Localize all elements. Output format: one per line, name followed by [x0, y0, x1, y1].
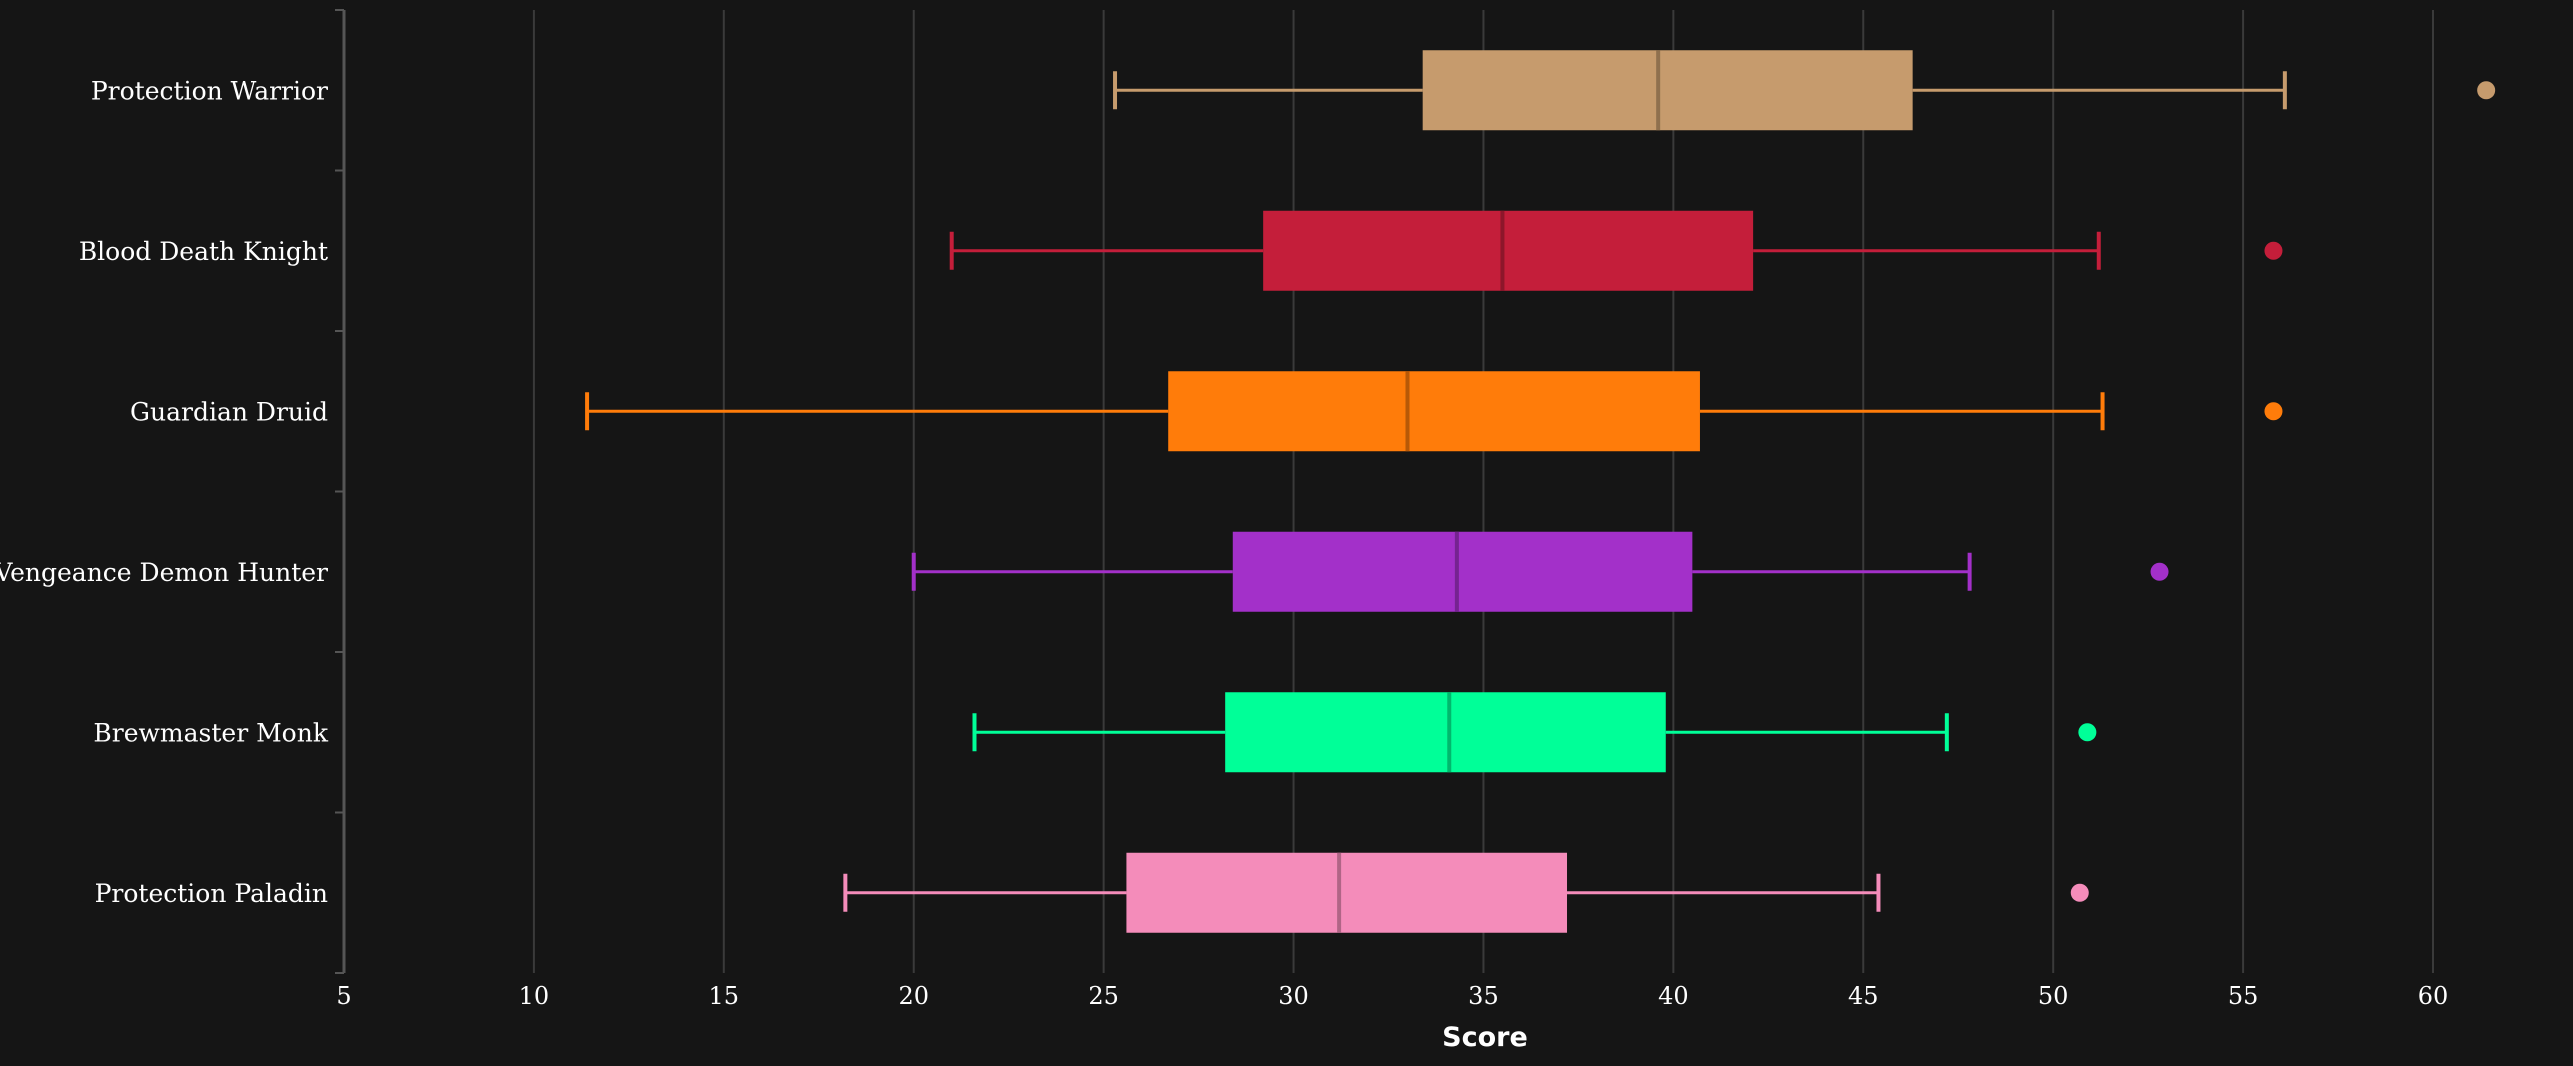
outlier-point — [2078, 723, 2097, 742]
outlier-point — [2264, 241, 2283, 260]
category-label: Vengeance Demon Hunter — [0, 558, 328, 587]
x-tick-label: 40 — [1658, 982, 1689, 1010]
labels: 5 10 15 20 25 30 35 40 45 50 55 60 Protection Warrio… — [0, 76, 2448, 1010]
iqr-box — [1263, 210, 1754, 291]
x-tick-label: 35 — [1468, 982, 1499, 1010]
x-tick-label: 45 — [1848, 982, 1879, 1010]
box-group — [949, 210, 2283, 291]
box-group — [843, 852, 2089, 933]
box-group — [911, 531, 2169, 612]
x-tick-label: 60 — [2418, 982, 2449, 1010]
x-tick-label: 5 — [336, 982, 351, 1010]
x-tick-label: 50 — [2038, 982, 2069, 1010]
x-tick-label: 10 — [519, 982, 550, 1010]
category-label: Guardian Druid — [130, 397, 328, 426]
box-group — [585, 371, 2283, 452]
box-group — [1113, 50, 2496, 131]
iqr-box — [1225, 692, 1666, 773]
outlier-point — [2477, 81, 2496, 100]
boxes — [585, 50, 2496, 933]
x-axis-title: Score — [1442, 1022, 1528, 1053]
outlier-point — [2070, 883, 2089, 902]
iqr-box — [1168, 371, 1700, 452]
iqr-box — [1232, 531, 1693, 612]
category-label: Brewmaster Monk — [93, 718, 328, 747]
x-tick-label: 30 — [1278, 982, 1309, 1010]
box-group — [972, 692, 2097, 773]
x-tick-label: 15 — [709, 982, 740, 1010]
x-tick-label: 20 — [898, 982, 929, 1010]
grid-lines — [532, 10, 2434, 973]
iqr-box — [1126, 852, 1568, 933]
axes — [335, 9, 346, 974]
outlier-point — [2264, 402, 2283, 421]
outlier-point — [2150, 562, 2169, 581]
x-tick-label: 55 — [2228, 982, 2259, 1010]
category-label: Blood Death Knight — [79, 237, 328, 266]
x-tick-label: 25 — [1088, 982, 1119, 1010]
iqr-box — [1422, 50, 1913, 131]
category-label: Protection Warrior — [91, 76, 328, 105]
category-label: Protection Paladin — [95, 879, 328, 908]
